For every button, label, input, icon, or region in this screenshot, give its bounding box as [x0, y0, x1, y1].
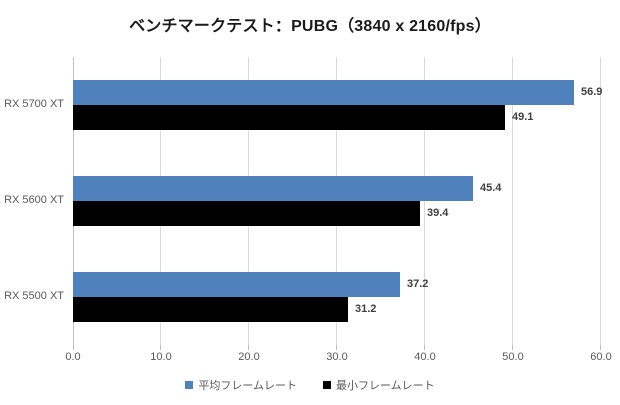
category-label: RX 5600 XT — [4, 194, 64, 206]
x-tick-label: 10.0 — [150, 351, 172, 363]
legend-item: 平均フレームレート — [185, 377, 297, 393]
bar — [73, 297, 348, 322]
gridline — [424, 57, 425, 345]
gridline — [512, 57, 513, 345]
value-label: 39.4 — [427, 207, 449, 219]
bar — [73, 80, 574, 105]
legend-item: 最小フレームレート — [323, 377, 435, 393]
chart-title: ベンチマークテスト：PUBG（3840 x 2160/fps） — [129, 18, 491, 35]
value-label: 56.9 — [581, 86, 603, 98]
bar — [73, 176, 473, 201]
legend-swatch-icon — [323, 381, 331, 389]
plot-area: 56.9 49.1 45.4 39.4 37.2 31.2 — [73, 57, 603, 345]
category-label: RX 5700 XT — [4, 98, 64, 110]
tick-mark — [73, 345, 74, 350]
value-label: 37.2 — [407, 278, 429, 290]
tick-mark — [512, 345, 513, 350]
bar — [73, 272, 400, 297]
tick-mark — [336, 345, 337, 350]
tick-mark — [424, 345, 425, 350]
x-tick-label: 30.0 — [326, 351, 348, 363]
tick-mark — [600, 345, 601, 350]
gridline — [600, 57, 601, 345]
legend: 平均フレームレート 最小フレームレート — [0, 377, 620, 393]
bar — [73, 201, 420, 226]
value-label: 49.1 — [512, 111, 534, 123]
x-tick-label: 40.0 — [414, 351, 436, 363]
x-tick-label: 0.0 — [65, 351, 81, 363]
legend-label: 平均フレームレート — [198, 380, 297, 392]
bar — [73, 105, 505, 130]
tick-mark — [248, 345, 249, 350]
category-label: RX 5500 XT — [4, 290, 64, 302]
value-label: 45.4 — [480, 182, 502, 194]
tick-mark — [160, 345, 161, 350]
legend-swatch-icon — [185, 381, 194, 389]
value-label: 31.2 — [355, 303, 377, 315]
x-tick-label: 50.0 — [502, 351, 524, 363]
x-tick-label: 60.0 — [590, 351, 612, 363]
legend-label: 最小フレームレート — [336, 380, 435, 392]
x-tick-label: 20.0 — [238, 351, 260, 363]
